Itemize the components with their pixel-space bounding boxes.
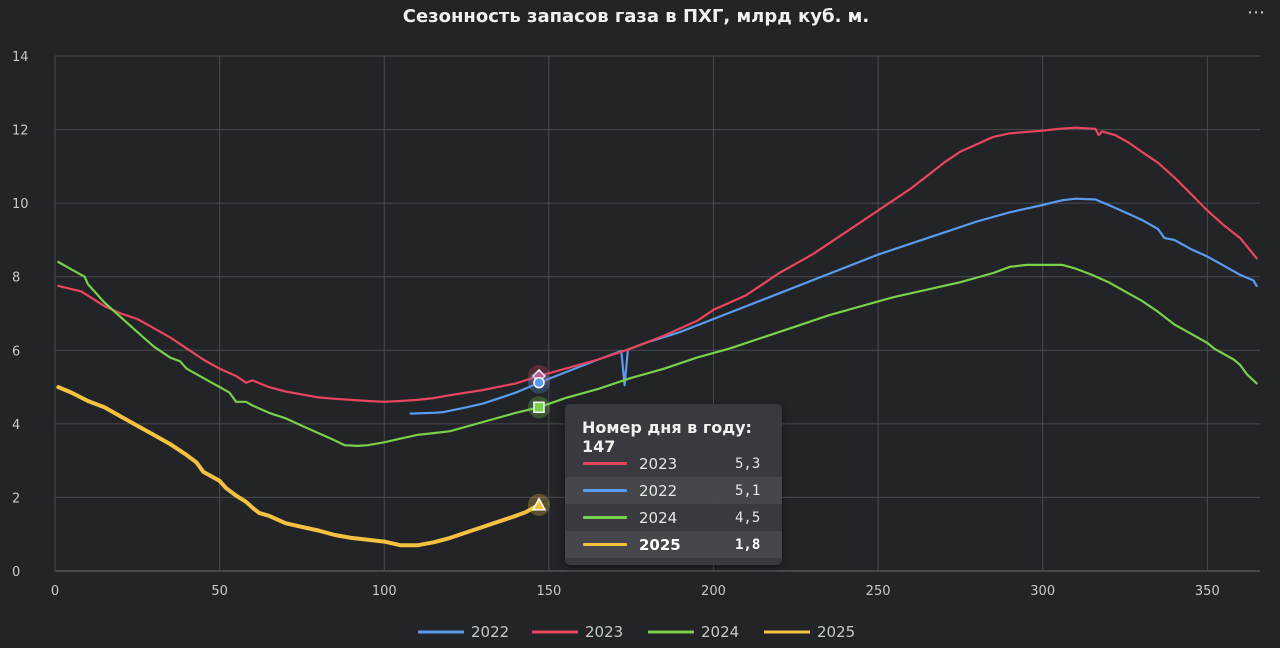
x-tick-label: 350 — [1195, 584, 1220, 599]
legend-label-2023[interactable]: 2023 — [585, 623, 623, 641]
series-line-2022 — [409, 197, 1258, 415]
x-tick-label: 300 — [1030, 584, 1055, 599]
y-tick-label: 4 — [12, 418, 20, 433]
series-lines — [56, 126, 1258, 548]
x-tick-label: 100 — [372, 584, 397, 599]
tooltip-row-2022: 2022 5,1 — [565, 477, 782, 504]
tooltip-series-name: 2024 — [639, 509, 678, 527]
tooltip: Номер дня в году: 147 2023 5,3 2022 5,1 2024… — [565, 404, 782, 565]
tooltip-series-name: 2022 — [639, 482, 678, 500]
legend-label-2022[interactable]: 2022 — [471, 623, 509, 641]
series-line-2023 — [57, 126, 1258, 403]
legend: 2022 2023 2024 2025 — [418, 623, 855, 641]
tooltip-series-name: 2023 — [639, 455, 678, 473]
hover-marker-2024 — [533, 401, 545, 414]
tooltip-series-value: 5,3 — [735, 456, 761, 472]
hover-marker-2025 — [531, 497, 547, 511]
tooltip-row-2024: 2024 4,5 — [565, 504, 782, 531]
y-tick-label: 10 — [12, 197, 29, 212]
tooltip-series-value: 5,1 — [735, 483, 761, 499]
hover-marker-2022 — [533, 376, 545, 389]
y-tick-label: 8 — [12, 271, 20, 286]
tooltip-row-2025: 2025 1,8 — [565, 531, 782, 558]
x-tick-label: 250 — [866, 584, 891, 599]
tooltip-series-value: 1,8 — [735, 537, 761, 553]
hover-markers — [527, 365, 550, 516]
y-tick-label: 6 — [12, 344, 20, 359]
tooltip-row-2023: 2023 5,3 — [565, 450, 782, 477]
axis-tick-labels: 0 2 4 6 8 10 12 14 0 50 100 150 200 250 300 350 — [12, 50, 1220, 599]
x-tick-label: 0 — [51, 584, 59, 599]
tooltip-title: Номер дня в году: 147 — [582, 418, 752, 456]
x-tick-label: 200 — [701, 584, 726, 599]
tooltip-swatch — [583, 462, 627, 465]
tooltip-swatch — [583, 516, 627, 519]
y-tick-label: 0 — [12, 565, 20, 580]
y-tick-label: 12 — [12, 124, 29, 139]
legend-label-2025[interactable]: 2025 — [817, 623, 855, 641]
chart-title: Сезонность запасов газа в ПХГ, млрд куб.… — [402, 6, 870, 27]
tooltip-series-name: 2025 — [639, 536, 681, 554]
tooltip-swatch — [583, 543, 627, 546]
y-tick-label: 14 — [12, 50, 29, 65]
series-line-2024 — [57, 260, 1258, 447]
x-tick-label: 150 — [536, 584, 561, 599]
y-tick-label: 2 — [12, 491, 20, 506]
series-line-2025 — [56, 385, 541, 548]
more-dots-icon[interactable]: ⋯ — [1247, 2, 1266, 23]
legend-label-2024[interactable]: 2024 — [701, 623, 739, 641]
tooltip-series-value: 4,5 — [735, 510, 761, 526]
x-tick-label: 50 — [211, 584, 228, 599]
tooltip-swatch — [583, 489, 627, 492]
